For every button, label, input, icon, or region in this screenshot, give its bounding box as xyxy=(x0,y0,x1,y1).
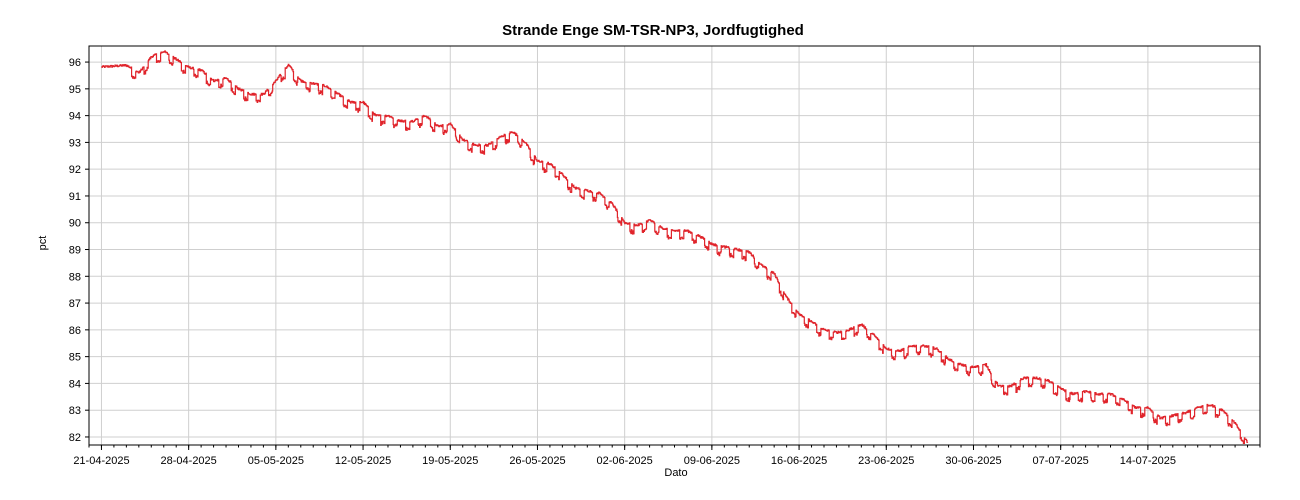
series-line xyxy=(101,50,1249,444)
y-tick-label: 85 xyxy=(69,352,81,364)
y-tick-label: 83 xyxy=(69,405,81,417)
y-tick-label: 94 xyxy=(69,111,81,123)
y-tick-label: 89 xyxy=(69,245,81,257)
y-tick-label: 84 xyxy=(69,378,81,390)
y-tick-label: 91 xyxy=(69,191,81,203)
y-tick-label: 87 xyxy=(69,298,81,310)
x-tick-label: 26-05-2025 xyxy=(509,455,565,467)
plot-frame xyxy=(88,45,1261,446)
x-tick-label: 09-06-2025 xyxy=(684,455,740,467)
x-axis-ticks: 21-04-2025 28-04-2025 05-05-2025 12-05-2025… xyxy=(73,445,1176,467)
y-tick-label: 96 xyxy=(69,57,81,69)
x-tick-label: 07-07-2025 xyxy=(1033,455,1089,467)
x-tick-label: 05-05-2025 xyxy=(248,455,304,467)
y-tick-label: 95 xyxy=(69,84,81,96)
x-axis-label: Dato xyxy=(664,467,687,479)
y-tick-label: 86 xyxy=(69,325,81,337)
y-tick-label: 88 xyxy=(69,271,81,283)
y-axis-label: pct xyxy=(37,236,49,251)
chart-title: Strande Enge SM-TSR-NP3, Jordfugtighed xyxy=(502,22,804,39)
x-tick-label: 12-05-2025 xyxy=(335,455,391,467)
y-tick-label: 82 xyxy=(69,432,81,444)
x-tick-label: 02-06-2025 xyxy=(597,455,653,467)
x-tick-label: 14-07-2025 xyxy=(1120,455,1176,467)
x-tick-label: 23-06-2025 xyxy=(858,455,914,467)
y-tick-label: 92 xyxy=(69,164,81,176)
y-tick-label: 93 xyxy=(69,137,81,149)
x-tick-label: 19-05-2025 xyxy=(422,455,478,467)
x-tick-label: 21-04-2025 xyxy=(73,455,129,467)
series-group xyxy=(101,50,1249,444)
grid xyxy=(89,46,1260,445)
x-tick-label: 16-06-2025 xyxy=(771,455,827,467)
x-tick-label: 30-06-2025 xyxy=(945,455,1001,467)
x-tick-label: 28-04-2025 xyxy=(161,455,217,467)
y-axis-ticks: 82 83 84 85 86 87 88 89 90 91 92 93 94 95 96 xyxy=(69,57,89,444)
y-tick-label: 90 xyxy=(69,218,81,230)
